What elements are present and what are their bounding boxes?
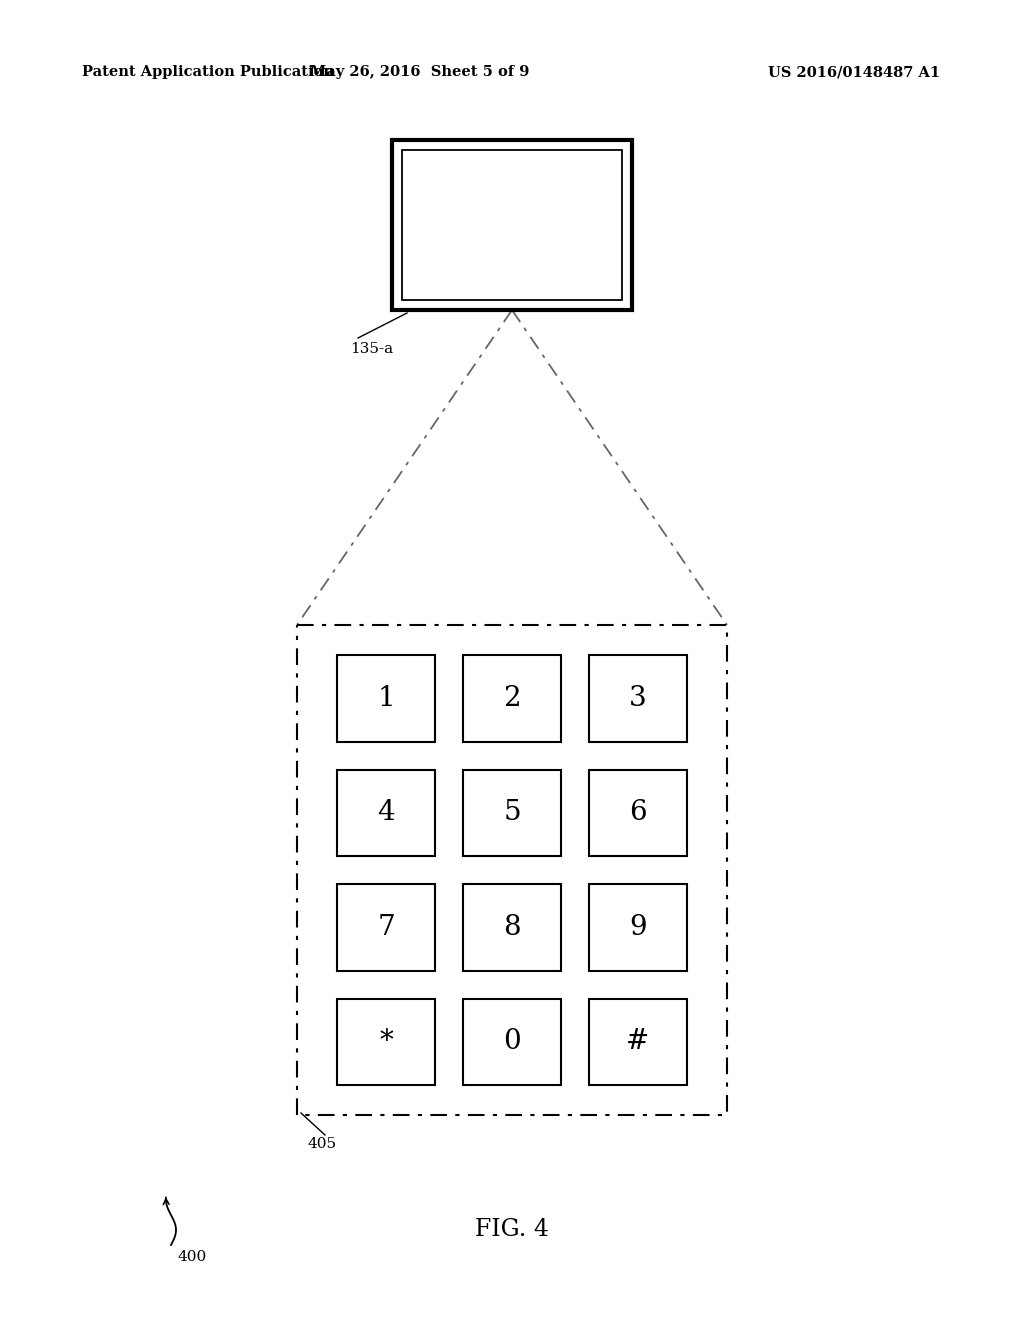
- Text: May 26, 2016  Sheet 5 of 9: May 26, 2016 Sheet 5 of 9: [310, 65, 529, 79]
- Bar: [337, 770, 435, 855]
- Bar: [463, 770, 561, 855]
- Bar: [589, 998, 687, 1085]
- Bar: [402, 150, 622, 300]
- Bar: [337, 655, 435, 742]
- Text: 0: 0: [503, 1028, 521, 1055]
- Text: 8: 8: [503, 913, 521, 941]
- Bar: [589, 770, 687, 855]
- Text: 405: 405: [307, 1137, 336, 1151]
- Text: #: #: [627, 1028, 649, 1055]
- Bar: [463, 884, 561, 970]
- Text: 5: 5: [503, 799, 521, 826]
- Text: 1: 1: [377, 685, 395, 711]
- Bar: [297, 624, 727, 1115]
- Text: 6: 6: [629, 799, 647, 826]
- Bar: [589, 655, 687, 742]
- Text: FIG. 4: FIG. 4: [475, 1218, 549, 1242]
- Text: *: *: [379, 1028, 393, 1055]
- Text: US 2016/0148487 A1: US 2016/0148487 A1: [768, 65, 940, 79]
- Bar: [337, 884, 435, 970]
- Text: 9: 9: [629, 913, 647, 941]
- Text: 2: 2: [503, 685, 521, 711]
- Text: 3: 3: [629, 685, 647, 711]
- Text: Patent Application Publication: Patent Application Publication: [82, 65, 334, 79]
- Bar: [337, 998, 435, 1085]
- Text: 400: 400: [177, 1250, 206, 1265]
- Text: 7: 7: [377, 913, 395, 941]
- Text: 4: 4: [377, 799, 395, 826]
- Text: 135-a: 135-a: [350, 342, 393, 356]
- Bar: [463, 998, 561, 1085]
- Bar: [589, 884, 687, 970]
- Bar: [392, 140, 632, 310]
- Bar: [463, 655, 561, 742]
